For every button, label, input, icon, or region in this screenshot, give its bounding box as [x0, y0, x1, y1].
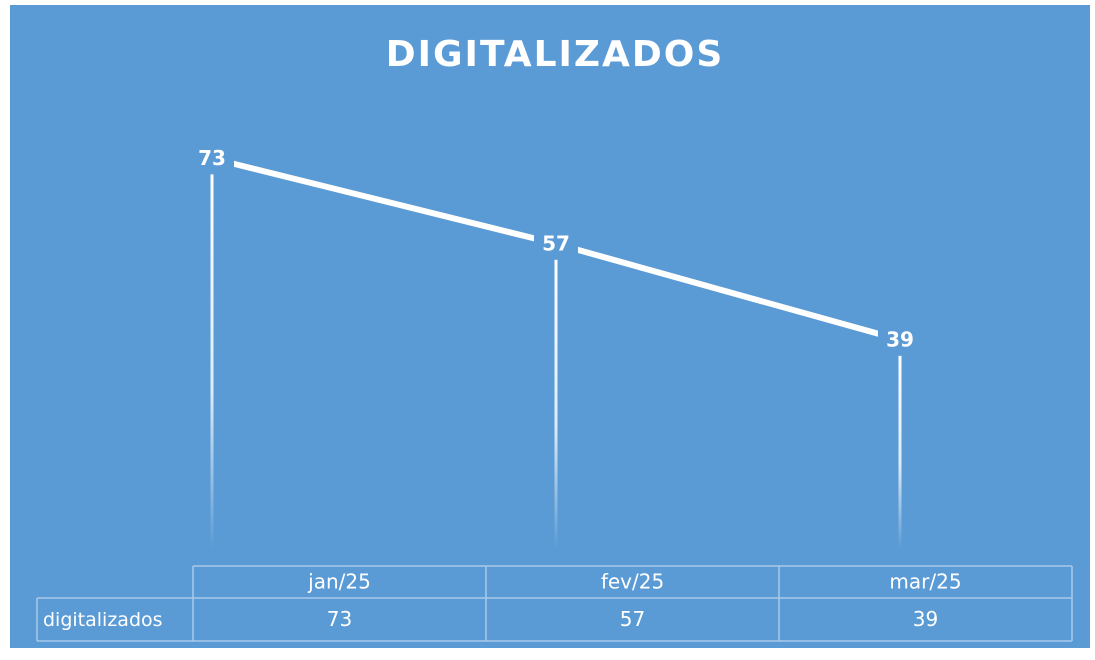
- table-header: jan/25: [307, 570, 371, 594]
- data-label-bg: [534, 227, 578, 260]
- table-header: mar/25: [889, 570, 961, 594]
- data-label: 57: [542, 231, 570, 255]
- chart-title: DIGITALIZADOS: [386, 34, 725, 75]
- data-label: 73: [198, 146, 226, 170]
- chart-area: [10, 5, 1090, 648]
- table-series-name: digitalizados: [43, 609, 163, 631]
- table-value: 39: [913, 607, 938, 631]
- table-value: 57: [620, 607, 645, 631]
- drop-line: [554, 243, 558, 548]
- data-label: 39: [886, 327, 914, 351]
- drop-line: [898, 339, 902, 548]
- table-value: 73: [327, 607, 352, 631]
- data-label-bg: [878, 323, 922, 356]
- drop-line: [210, 158, 214, 549]
- table-header: fev/25: [601, 570, 664, 594]
- data-label-bg: [190, 142, 234, 175]
